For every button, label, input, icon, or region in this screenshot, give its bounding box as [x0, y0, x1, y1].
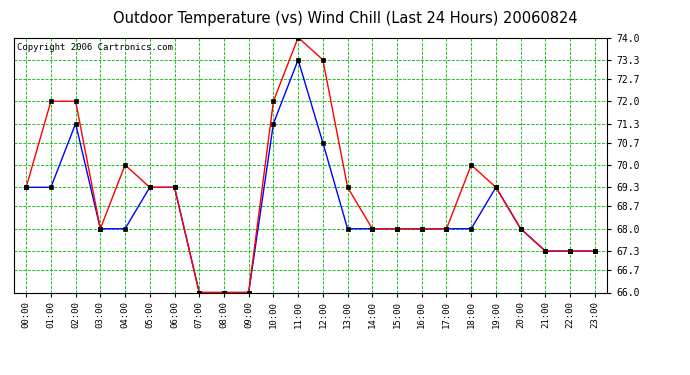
Text: Copyright 2006 Cartronics.com: Copyright 2006 Cartronics.com — [17, 43, 172, 52]
Text: Outdoor Temperature (vs) Wind Chill (Last 24 Hours) 20060824: Outdoor Temperature (vs) Wind Chill (Las… — [112, 11, 578, 26]
